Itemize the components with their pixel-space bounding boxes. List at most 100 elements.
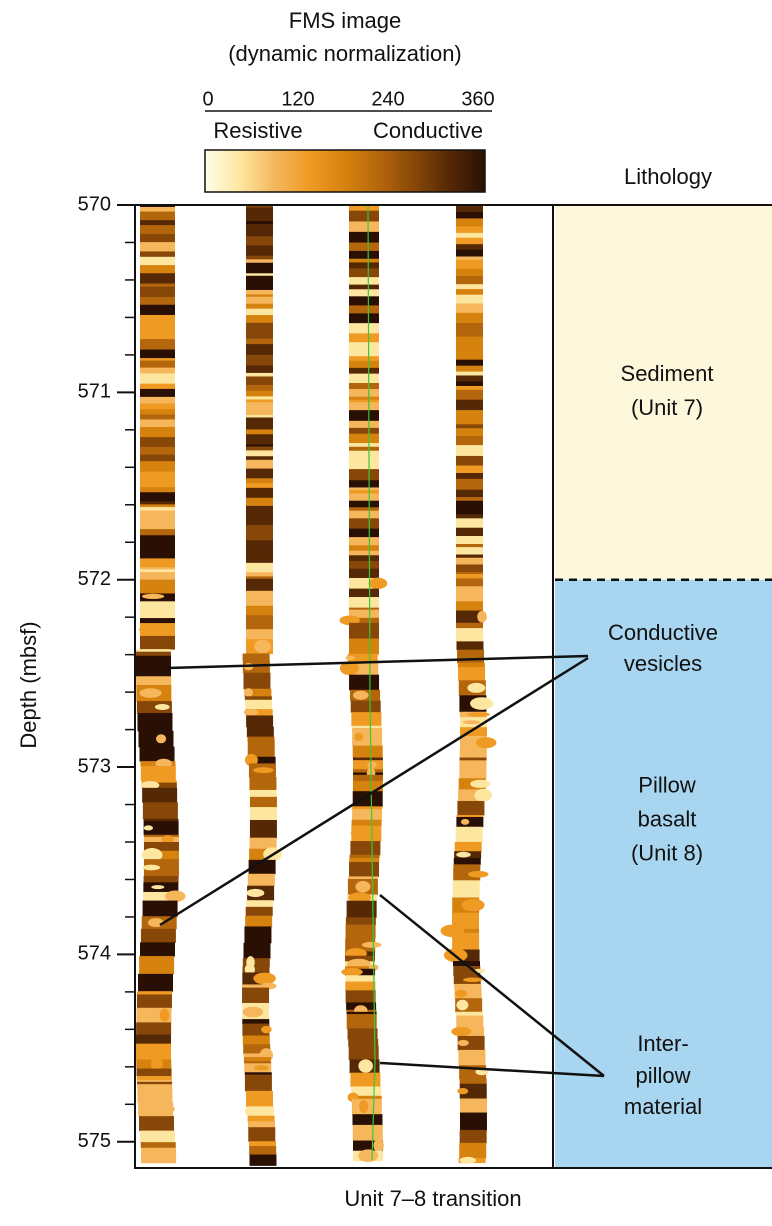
image-blob (142, 864, 161, 871)
image-blob (339, 615, 360, 626)
image-band (140, 572, 175, 581)
image-blob (253, 1065, 269, 1071)
image-band (246, 338, 273, 345)
y-tick-label: 575 (78, 1130, 111, 1152)
annotation-text: pillow (635, 1063, 690, 1088)
image-blob (368, 577, 388, 589)
image-blob (459, 1156, 476, 1164)
image-band (459, 1078, 487, 1085)
image-band (456, 574, 483, 579)
image-blob (461, 898, 485, 912)
image-band (242, 966, 270, 973)
image-band (456, 276, 483, 285)
image-band (349, 210, 379, 222)
image-band (244, 1074, 272, 1092)
image-band (351, 712, 382, 727)
lithology-unit (555, 205, 772, 580)
image-blob (155, 1131, 168, 1142)
image-band (352, 1114, 383, 1126)
image-band (247, 740, 275, 758)
image-band (248, 756, 276, 764)
image-band (349, 323, 379, 334)
image-band (246, 402, 273, 408)
image-band (352, 791, 383, 807)
image-band (140, 409, 175, 415)
image-band (244, 688, 272, 697)
image-band (349, 545, 379, 552)
image-blob (454, 989, 467, 998)
image-band (246, 900, 274, 908)
image-band (456, 303, 483, 314)
image-band (349, 356, 379, 362)
image-band (246, 303, 273, 310)
image-band (352, 774, 383, 782)
image-band (245, 1090, 273, 1107)
image-band (245, 906, 273, 917)
image-band (349, 487, 379, 491)
image-band (137, 713, 173, 732)
image-band (140, 437, 175, 448)
image-band (246, 312, 273, 316)
image-band (349, 609, 379, 619)
image-band (349, 489, 379, 494)
image-band (457, 1035, 485, 1051)
image-band (140, 358, 175, 362)
image-blob (151, 1057, 163, 1071)
image-band (246, 478, 273, 484)
image-band (456, 472, 483, 480)
pointer (379, 894, 605, 1077)
image-band (140, 501, 175, 505)
image-band (136, 649, 172, 653)
image-band (349, 303, 379, 306)
image-band (246, 545, 273, 550)
image-blob (161, 835, 174, 844)
image-blob (246, 888, 265, 898)
image-band (246, 615, 273, 630)
image-band (454, 989, 482, 999)
image-band (140, 373, 175, 385)
image-band (457, 800, 485, 816)
image-band (140, 538, 175, 549)
image-band (348, 876, 379, 880)
image-blob (151, 1104, 175, 1114)
image-band (452, 928, 480, 934)
image-band (248, 1127, 276, 1142)
colorbar-high-label: Conductive (373, 118, 483, 143)
image-band (140, 396, 175, 405)
image-band (245, 699, 273, 710)
pointer (167, 654, 589, 670)
image-band (345, 955, 376, 960)
image-band (349, 373, 379, 384)
image-band (453, 857, 481, 865)
image-band (349, 446, 379, 452)
image-band (456, 323, 483, 331)
image-band (349, 388, 379, 398)
image-blob (367, 761, 377, 769)
image-blob (348, 892, 372, 903)
image-band (351, 1086, 382, 1097)
image-band (137, 1084, 173, 1090)
image-band (348, 1038, 379, 1047)
image-band (349, 258, 379, 263)
image-band (140, 333, 175, 340)
image-blob (457, 1039, 469, 1046)
image-band (246, 572, 273, 577)
image-band (456, 385, 483, 391)
image-blob (355, 881, 371, 893)
image-band (349, 360, 379, 367)
y-tick-label: 572 (78, 568, 111, 590)
image-band (137, 1081, 173, 1085)
image-band (246, 417, 273, 428)
image-band (456, 336, 483, 340)
image-band (452, 912, 480, 930)
image-blob (139, 688, 162, 698)
lithology-unit (555, 579, 772, 1168)
image-band (459, 749, 487, 759)
image-band (349, 250, 379, 260)
image-band (143, 859, 179, 877)
colorbar-tick-label: 120 (281, 88, 314, 110)
image-band (140, 766, 176, 781)
lithology-label: Sediment (621, 361, 714, 386)
image-band (242, 987, 270, 1004)
